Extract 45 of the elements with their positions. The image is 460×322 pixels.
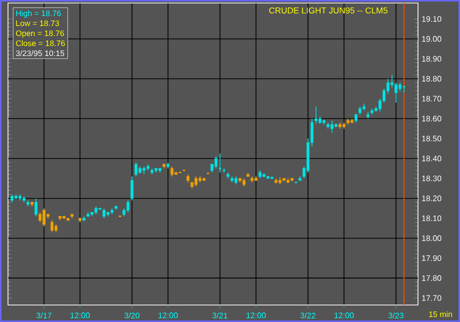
y-tick-label: 18.20 — [422, 196, 442, 202]
chart-title: CRUDE LIGHT JUN95 -- CLM5 — [269, 7, 388, 14]
y-tick-label: 18.90 — [422, 56, 442, 62]
y-tick-label: 18.30 — [422, 176, 442, 182]
candlestick — [214, 156, 218, 169]
candlestick — [330, 120, 334, 133]
y-tick-label: 19.10 — [422, 16, 442, 22]
x-tick-label: 3/20 — [124, 312, 140, 318]
candlestick — [126, 200, 130, 213]
candlestick — [38, 212, 42, 223]
candlestick — [34, 198, 38, 217]
candlestick — [42, 208, 46, 227]
x-tick-label: 3/21 — [212, 312, 228, 318]
y-tick-label: 18.10 — [422, 215, 442, 222]
x-tick-label: 12:00 — [70, 312, 90, 318]
x-tick-label: 3/22 — [300, 312, 316, 318]
x-tick-label: 3/17 — [36, 312, 52, 318]
candlestick — [314, 106, 318, 124]
annotation: Close = 18.76 — [16, 40, 65, 46]
y-tick-label: 18.40 — [422, 156, 442, 162]
candlestick — [194, 176, 198, 187]
y-tick-label: 18.60 — [422, 116, 442, 122]
y-tick-label: 18.50 — [422, 136, 442, 142]
candlestick — [394, 82, 398, 104]
candlestick — [134, 162, 138, 177]
candlestick — [50, 220, 54, 233]
annotation: Low = 18.73 — [16, 20, 60, 26]
y-tick-label: 17.90 — [422, 255, 442, 261]
candlestick — [130, 176, 134, 201]
y-tick-label: 17.70 — [422, 295, 442, 301]
candlestick — [102, 208, 106, 219]
annotation: High = 18.76 — [16, 10, 61, 18]
y-tick-label: 18.00 — [422, 235, 442, 242]
x-tick-label: 12:00 — [246, 312, 266, 318]
annotation: 3/23/95 10:15 — [16, 50, 64, 56]
candlestick — [170, 166, 174, 177]
text: 15 min — [429, 311, 452, 318]
y-tick-label: 17.80 — [422, 275, 442, 281]
annotation: Open = 18.76 — [16, 30, 64, 38]
y-tick-label: 19.00 — [422, 36, 442, 42]
x-tick-label: 3/23 — [388, 312, 404, 318]
x-tick-label: 12:00 — [158, 312, 178, 318]
y-tick-label: 18.70 — [422, 96, 442, 102]
x-tick-label: 12:00 — [334, 312, 354, 318]
y-tick-label: 18.80 — [422, 76, 442, 82]
